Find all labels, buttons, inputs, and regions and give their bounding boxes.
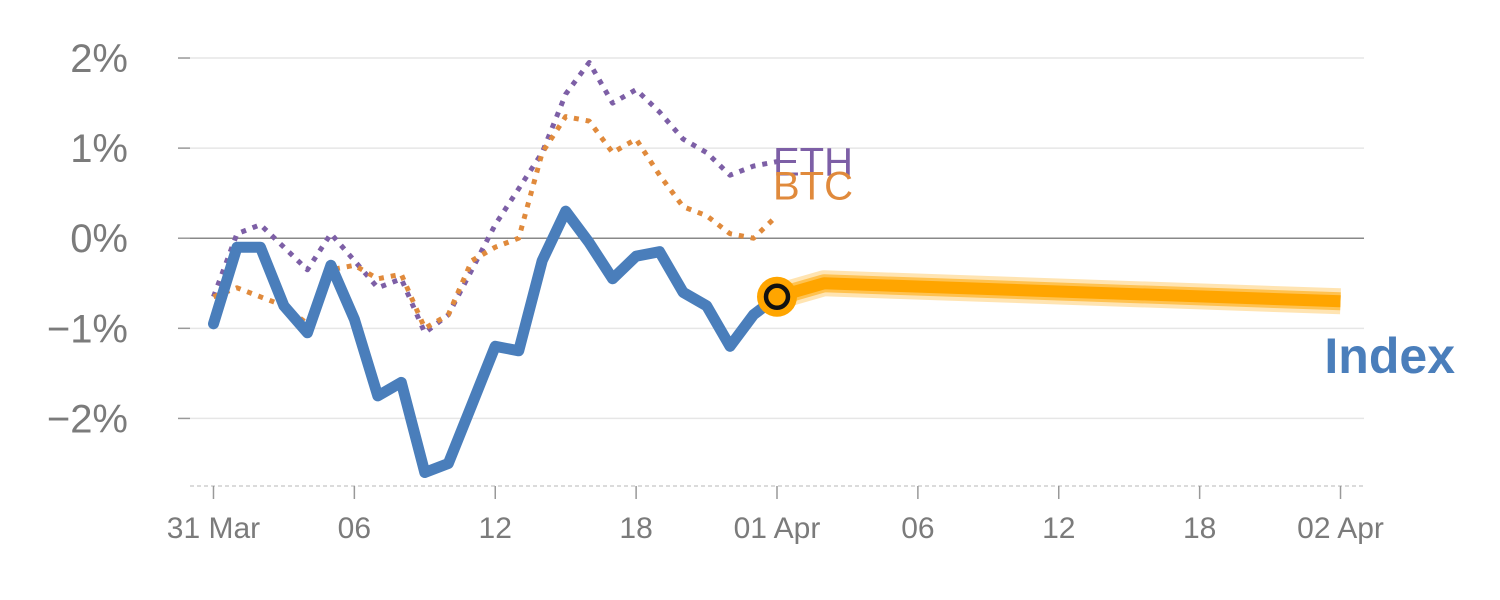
eth-series-label: ETH: [773, 141, 853, 185]
x-tick-label: 06: [901, 512, 934, 545]
y-tick-label: −1%: [47, 307, 128, 351]
index-series-label: Index: [1324, 328, 1455, 384]
y-tick-label: 0%: [70, 217, 128, 261]
y-tick-label: 2%: [70, 37, 128, 81]
x-tick-label: 18: [619, 512, 652, 545]
series-labels: ETH BTC Index: [773, 141, 1455, 384]
x-tick-label: 12: [1042, 512, 1075, 545]
y-tick-label: −2%: [47, 397, 128, 441]
series: [208, 60, 1341, 478]
x-axis: 31 Mar 06 12 18 01 Apr 06 12 18 02 Apr: [167, 485, 1384, 545]
x-tick-label: 02 Apr: [1297, 512, 1384, 545]
btc-line: [212, 114, 779, 331]
x-tick-label: 12: [479, 512, 512, 545]
btc-series-label: BTC: [773, 165, 853, 209]
x-tick-label: 31 Mar: [167, 512, 260, 545]
x-tick-label: 01 Apr: [734, 512, 821, 545]
x-tick-label: 18: [1183, 512, 1216, 545]
x-tick-label: 06: [338, 512, 371, 545]
current-point-ring: [763, 283, 791, 311]
y-tick-label: 1%: [70, 127, 128, 171]
current-point-marker: [757, 276, 797, 317]
eth-line: [211, 60, 778, 336]
marker: [757, 276, 797, 317]
index-line: [208, 205, 783, 478]
gridlines: [190, 57, 1364, 420]
y-axis: 2% 1% 0% −1% −2%: [47, 37, 190, 441]
